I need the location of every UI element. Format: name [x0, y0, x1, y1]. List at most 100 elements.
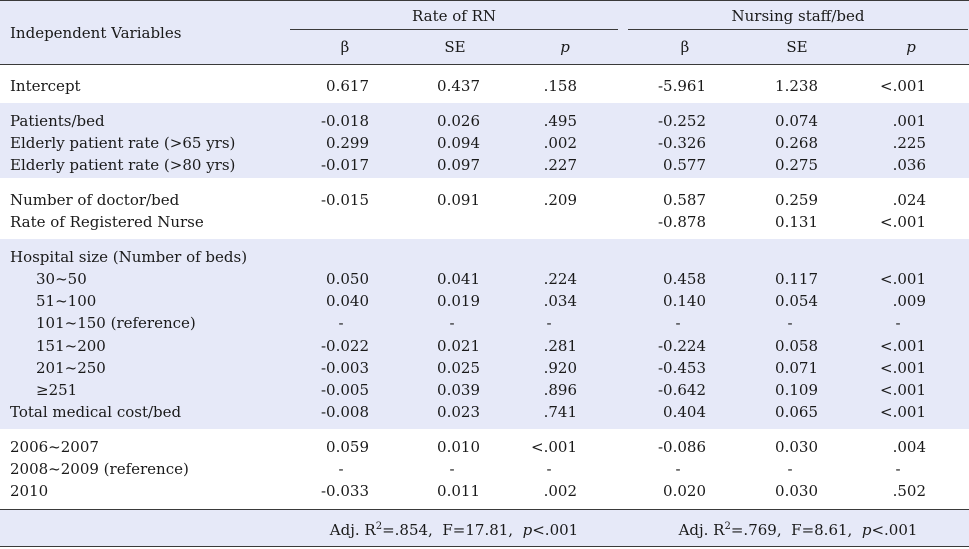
cell-rn-se: 0.094	[437, 134, 480, 152]
cell-ns-b: -0.642	[657, 381, 706, 399]
cell-ns-se: 0.117	[775, 270, 818, 288]
cell-rn-b: -0.018	[320, 112, 369, 130]
row-label: Intercept	[10, 77, 81, 95]
header-staff-beta: β	[680, 38, 690, 56]
cell-ns-p: .009	[892, 292, 926, 310]
cell-rn-p: -	[546, 460, 552, 478]
cell-ns-p: .004	[892, 438, 926, 456]
cell-rn-se: 0.011	[437, 482, 480, 500]
row-label: Total medical cost/bed	[10, 403, 182, 421]
cell-ns-p: <.001	[880, 359, 926, 377]
model-fit-staff: Adj. R2=.769, F=8.61, p<.001	[628, 516, 968, 541]
cell-rn-b: -0.005	[320, 381, 369, 399]
cell-rn-se: 0.041	[437, 270, 480, 288]
row-label: 2010	[10, 482, 49, 500]
cell-rn-p: <.001	[531, 438, 577, 456]
cell-ns-se: -	[787, 460, 793, 478]
cell-rn-se: 0.025	[437, 359, 480, 377]
cell-ns-b: -	[675, 314, 681, 332]
row-label: 2006~2007	[10, 438, 99, 456]
header-group-nursing-staff: Nursing staff/bed	[731, 7, 865, 25]
row-label: Patients/bed	[10, 112, 105, 130]
cell-ns-p: .024	[892, 191, 926, 209]
cell-ns-p: <.001	[880, 381, 926, 399]
row-label: 151~200	[36, 337, 106, 355]
cell-ns-se: 0.074	[775, 112, 818, 130]
cell-rn-se: 0.010	[437, 438, 480, 456]
cell-ns-p: <.001	[880, 270, 926, 288]
cell-ns-p: <.001	[880, 213, 926, 231]
cell-ns-b: 0.140	[663, 292, 706, 310]
cell-ns-b: -	[675, 460, 681, 478]
cell-rn-p: .209	[543, 191, 577, 209]
model-fit-staff-sup: 2	[724, 521, 731, 532]
cell-ns-se: 0.054	[775, 292, 818, 310]
model-fit-rn-sup: 2	[375, 521, 383, 532]
cell-rn-b: 0.299	[326, 134, 369, 152]
row-label: 51~100	[36, 292, 97, 310]
header-independent-variables: Independent Variables	[10, 24, 182, 42]
model-fit-staff-p-label: p	[861, 521, 872, 539]
cell-ns-b: -0.086	[657, 438, 706, 456]
cell-rn-b: 0.617	[326, 77, 369, 95]
cell-ns-se: 0.259	[775, 191, 818, 209]
row-label: Elderly patient rate (>65 yrs)	[10, 134, 236, 152]
cell-rn-b: -	[338, 460, 344, 478]
header-rn-se: SE	[444, 38, 466, 56]
cell-rn-b: -0.033	[320, 482, 369, 500]
cell-rn-p: .281	[543, 337, 577, 355]
group-band-2	[0, 103, 969, 178]
cell-rn-b: 0.059	[326, 438, 369, 456]
cell-rn-p: .741	[543, 403, 577, 421]
model-fit-rn-p-label: p	[522, 521, 533, 539]
cell-ns-b: 0.404	[663, 403, 706, 421]
model-fit-staff-f: F=8.61,	[791, 521, 853, 539]
cell-rn-b: -0.008	[320, 403, 369, 421]
model-fit-rn: Adj. R2=.854, F=17.81, p<.001	[290, 516, 618, 541]
cell-rn-p: .158	[543, 77, 577, 95]
row-label: Number of doctor/bed	[10, 191, 180, 209]
row-label: ≥251	[36, 381, 78, 399]
cell-ns-se: 0.131	[775, 213, 818, 231]
cell-rn-p: .896	[543, 381, 577, 399]
rn-group-rule	[290, 29, 618, 30]
cell-rn-se: 0.026	[437, 112, 480, 130]
cell-ns-p: .225	[892, 134, 926, 152]
cell-ns-p: <.001	[880, 403, 926, 421]
cell-ns-p: .001	[892, 112, 926, 130]
cell-ns-p: .036	[892, 156, 926, 174]
row-label: 30~50	[36, 270, 87, 288]
cell-rn-p: .920	[543, 359, 577, 377]
cell-ns-b: -0.326	[657, 134, 706, 152]
cell-rn-b: -0.003	[320, 359, 369, 377]
cell-rn-p: .002	[543, 482, 577, 500]
cell-ns-p: .502	[892, 482, 926, 500]
model-fit-staff-r2: =.769,	[730, 521, 782, 539]
cell-ns-se: 1.238	[775, 77, 818, 95]
cell-rn-p: -	[546, 314, 552, 332]
model-fit-staff-adj: Adj. R	[678, 521, 725, 539]
cell-ns-b: 0.577	[663, 156, 706, 174]
cell-rn-se: -	[449, 460, 455, 478]
cell-rn-b: 0.040	[326, 292, 369, 310]
cell-rn-b: 0.050	[326, 270, 369, 288]
cell-rn-b: -0.017	[320, 156, 369, 174]
cell-rn-b: -0.015	[320, 191, 369, 209]
cell-ns-se: -	[787, 314, 793, 332]
cell-ns-b: 0.458	[663, 270, 706, 288]
cell-ns-se: 0.058	[775, 337, 818, 355]
cell-ns-p: <.001	[880, 77, 926, 95]
cell-ns-b: -0.224	[657, 337, 706, 355]
header-staff-p: p	[906, 38, 916, 56]
model-fit-rn-p-value: <.001	[532, 521, 579, 539]
cell-rn-se: 0.019	[437, 292, 480, 310]
row-label: Hospital size (Number of beds)	[10, 248, 248, 266]
row-label: Rate of Registered Nurse	[10, 213, 204, 231]
header-band	[0, 0, 969, 64]
header-group-rate-of-rn: Rate of RN	[411, 7, 497, 25]
cell-ns-se: 0.275	[775, 156, 818, 174]
cell-rn-p: .227	[543, 156, 577, 174]
cell-rn-se: 0.039	[437, 381, 480, 399]
row-label: 2008~2009 (reference)	[10, 460, 189, 478]
